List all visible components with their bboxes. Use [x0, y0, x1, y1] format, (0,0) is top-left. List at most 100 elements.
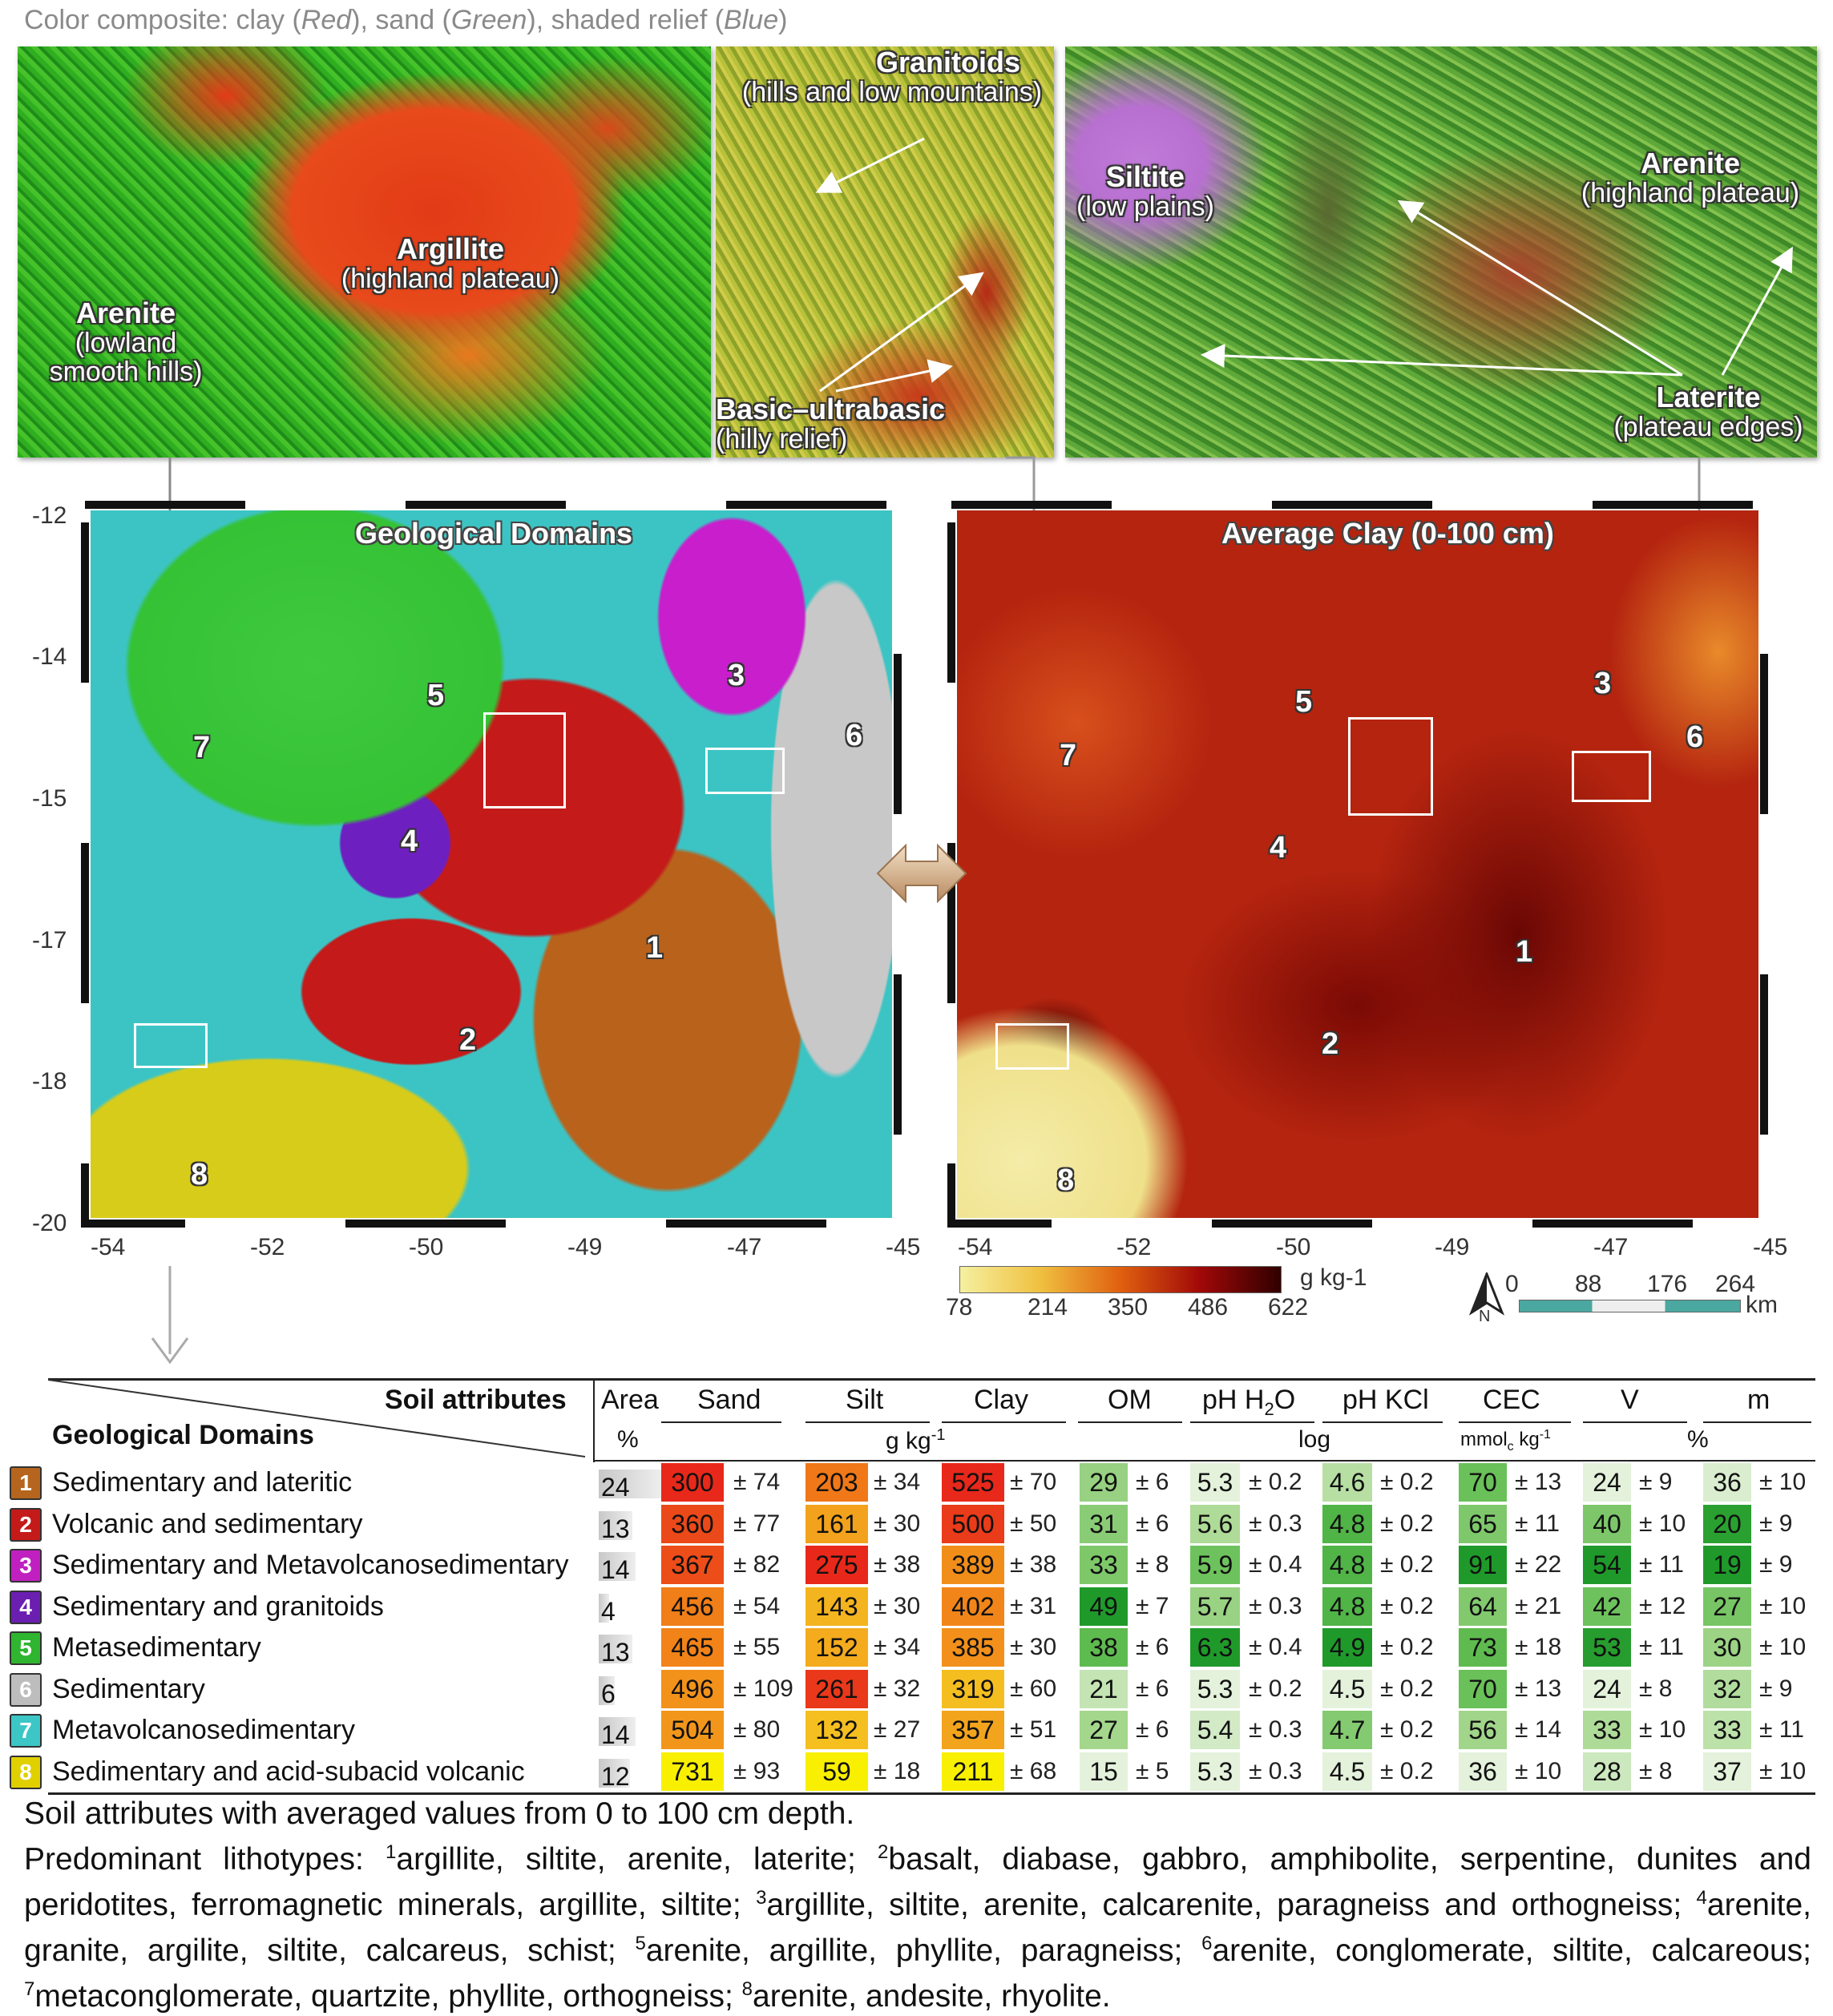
unit-area: % [617, 1426, 639, 1453]
silt-sd: ± 30 [874, 1510, 921, 1537]
silt-value: 59 [805, 1752, 868, 1791]
label-argillite: Argillite (highland plateau) [341, 232, 560, 294]
domain-badge: 3 [10, 1549, 42, 1583]
scale-bar [1519, 1300, 1741, 1312]
om-sd: ± 8 [1136, 1551, 1169, 1578]
clay-sd: ± 68 [1010, 1757, 1057, 1784]
label-arenite-highland: Arenite (highland plateau) [1581, 147, 1800, 208]
om-value: 27 [1080, 1711, 1128, 1749]
v-sd: ± 10 [1639, 1510, 1686, 1537]
om-sd: ± 6 [1136, 1634, 1169, 1660]
y-tick-4: -17 [32, 927, 67, 954]
note-depth: Soil attributes with averaged values fro… [24, 1796, 855, 1831]
clay-legend-unit: g kg-1 [1300, 1264, 1367, 1291]
x-tick-left-1: -54 [91, 1234, 126, 1260]
clay-value: 357 [942, 1711, 1004, 1749]
ph-sd: ± 0.2 [1249, 1469, 1302, 1495]
clay-number-3: 3 [1594, 667, 1612, 700]
clay-sd: ± 51 [1010, 1716, 1057, 1743]
unit-cec: mmolc kg-1 [1460, 1428, 1551, 1454]
kcl-sd: ± 0.2 [1380, 1592, 1434, 1619]
v-sd: ± 10 [1639, 1716, 1686, 1743]
table-row: 4 Sedimentary and granitoids 4 456 ± 54 143 ± … [10, 1587, 1815, 1629]
domain-number-1: 1 [646, 931, 664, 965]
scale-tick-3: 176 [1647, 1271, 1688, 1297]
sand-value: 367 [661, 1546, 724, 1584]
y-tick-3: -15 [32, 785, 67, 812]
om-value: 29 [1080, 1463, 1128, 1502]
domain-badge: 1 [10, 1466, 42, 1500]
clay-tick-2: 214 [1028, 1294, 1068, 1320]
cec-value: 70 [1459, 1463, 1507, 1502]
col-om: OM [1108, 1385, 1152, 1415]
domain-number-2: 2 [459, 1023, 477, 1057]
x-tick-left-2: -52 [250, 1234, 285, 1260]
kcl-sd: ± 0.2 [1380, 1510, 1434, 1537]
sand-value: 496 [661, 1669, 724, 1708]
m-value: 30 [1703, 1628, 1751, 1667]
ph-sd: ± 0.3 [1249, 1592, 1302, 1619]
domain-name: Sedimentary and acid-subacid volcanic [52, 1756, 525, 1787]
m-sd: ± 10 [1759, 1757, 1807, 1784]
area-value: 14 [601, 1720, 630, 1749]
clay-number-8: 8 [1057, 1163, 1075, 1197]
col-cec: CEC [1483, 1385, 1540, 1415]
ph-sd: ± 0.4 [1249, 1551, 1302, 1578]
north-arrow-icon [1468, 1272, 1505, 1316]
col-sand: Sand [697, 1385, 761, 1415]
clay-value: 525 [942, 1463, 1004, 1502]
cec-sd: ± 14 [1515, 1716, 1562, 1743]
v-sd: ± 12 [1639, 1592, 1686, 1619]
clay-number-1: 1 [1516, 935, 1533, 969]
unit-log: log [1298, 1426, 1331, 1453]
domain-name: Metasedimentary [52, 1632, 261, 1663]
domain-number-8: 8 [191, 1158, 208, 1191]
north-label: N [1479, 1308, 1491, 1325]
kcl-value: 4.8 [1322, 1546, 1372, 1584]
m-value: 32 [1703, 1669, 1751, 1708]
zoom-box-granitoids [483, 712, 566, 808]
x-tick-right-4: -49 [1435, 1234, 1470, 1260]
domain-badge: 5 [10, 1631, 42, 1665]
x-tick-left-4: -49 [567, 1234, 603, 1260]
m-sd: ± 9 [1759, 1510, 1793, 1537]
ph-value: 5.9 [1190, 1546, 1240, 1584]
v-value: 24 [1583, 1463, 1631, 1502]
m-sd: ± 11 [1759, 1716, 1804, 1743]
table-row: 7 Metavolcanosedimentary 14 504 ± 80 132 ± 27 3… [10, 1711, 1815, 1752]
table-row: 2 Volcanic and sedimentary 13 360 ± 77 161 ± 3… [10, 1504, 1815, 1546]
clay-number-2: 2 [1322, 1027, 1339, 1061]
cec-value: 56 [1459, 1711, 1507, 1749]
zoom-box-argillite [134, 1023, 208, 1068]
kcl-value: 4.7 [1322, 1711, 1372, 1749]
silt-value: 143 [805, 1587, 868, 1626]
silt-value: 132 [805, 1711, 868, 1749]
compare-double-arrow-icon [876, 843, 967, 904]
m-value: 20 [1703, 1504, 1751, 1543]
area-bar [599, 1675, 615, 1705]
ph-sd: ± 0.4 [1249, 1634, 1302, 1660]
v-value: 28 [1583, 1752, 1631, 1791]
kcl-sd: ± 0.2 [1380, 1634, 1434, 1660]
domain-name: Sedimentary [52, 1673, 205, 1704]
v-value: 40 [1583, 1504, 1631, 1543]
clay-value: 385 [942, 1628, 1004, 1667]
om-sd: ± 6 [1136, 1469, 1169, 1495]
domain-name: Sedimentary and granitoids [52, 1591, 384, 1622]
composite-panel-granitoids: Granitoids (hills and low mountains) Basi… [716, 46, 1054, 458]
domain-number-5: 5 [427, 679, 445, 712]
area-bar [599, 1758, 630, 1788]
label-laterite: Laterite (plateau edges) [1613, 381, 1803, 442]
y-tick-6: -20 [32, 1210, 67, 1236]
ph-value: 5.6 [1190, 1504, 1240, 1543]
table-row: 6 Sedimentary 6 496 ± 109 261 ± 32 319 ± 60 21 ± 6… [10, 1669, 1815, 1712]
area-bar [599, 1552, 636, 1581]
ph-value: 5.4 [1190, 1711, 1240, 1749]
m-value: 19 [1703, 1546, 1751, 1584]
header-geological-domains: Geological Domains [52, 1420, 314, 1450]
sand-value: 360 [661, 1504, 724, 1543]
domain-badge: 2 [10, 1507, 42, 1542]
domain-badge: 8 [10, 1755, 42, 1789]
clay-tick-1: 78 [946, 1294, 973, 1320]
sand-sd: ± 93 [733, 1757, 781, 1784]
